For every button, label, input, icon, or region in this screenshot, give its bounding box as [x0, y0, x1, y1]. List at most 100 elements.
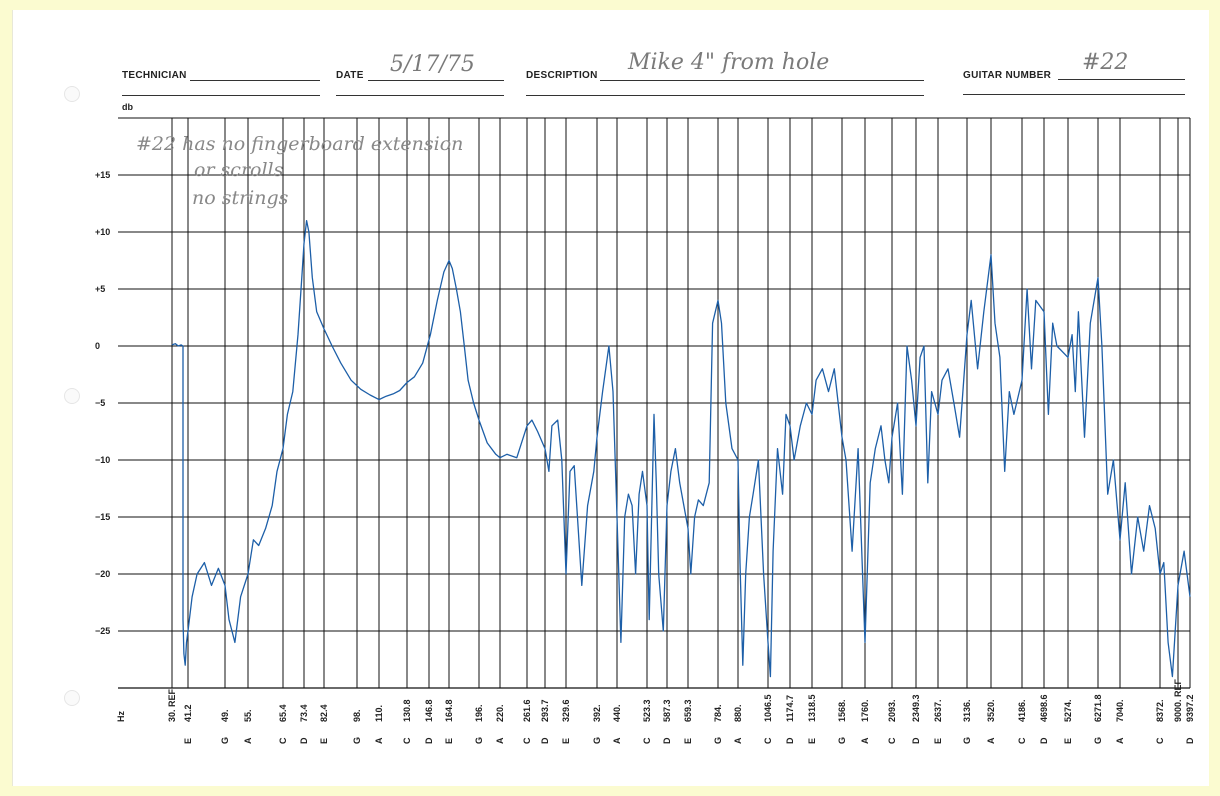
x-tick-label: 55.	[243, 709, 253, 722]
x-tick-label: 1568.	[837, 699, 847, 722]
x-tick-note: E	[1063, 738, 1073, 744]
x-tick-label: 98.	[352, 709, 362, 722]
y-tick-label: −10	[95, 455, 110, 465]
x-tick-note: E	[933, 738, 943, 744]
trace-layer	[171, 219, 1191, 678]
x-tick-label: 9397.2	[1185, 694, 1195, 722]
x-tick-label: 440.	[612, 704, 622, 722]
x-tick-note: G	[592, 737, 602, 744]
y-tick-label: −15	[95, 512, 110, 522]
x-tick-label: 65.4	[278, 704, 288, 722]
x-tick-label: 1318.5	[807, 694, 817, 722]
date-value: 5/17/75	[390, 52, 475, 77]
y-tick-label: +10	[95, 227, 110, 237]
header-rule	[336, 95, 504, 96]
x-tick-note: C	[642, 737, 652, 744]
x-tick-label: 30. REF	[167, 688, 177, 722]
y-tick-label: 0	[95, 341, 100, 351]
x-tick-note: C	[887, 737, 897, 744]
x-tick-note: G	[352, 737, 362, 744]
x-tick-note: C	[763, 737, 773, 744]
header-rule	[526, 95, 924, 96]
x-tick-label: 4186.	[1017, 699, 1027, 722]
y-tick-label: +15	[95, 170, 110, 180]
x-tick-note: G	[713, 737, 723, 744]
x-tick-label: 110.	[374, 705, 384, 722]
x-tick-note: C	[1155, 737, 1165, 744]
y-tick-label: −5	[95, 398, 105, 408]
x-tick-note: E	[444, 738, 454, 744]
x-tick-note: G	[220, 737, 230, 744]
x-tick-note: A	[1115, 737, 1125, 744]
x-tick-label: 82.4	[319, 704, 329, 722]
x-tick-note: A	[860, 737, 870, 744]
x-tick-label: 523.3	[642, 699, 652, 722]
x-tick-note: D	[785, 737, 795, 744]
x-tick-label: 1174.7	[785, 695, 795, 722]
x-tick-label: 164.8	[444, 699, 454, 722]
x-tick-label: 73.4	[299, 704, 309, 722]
header-rule	[963, 94, 1185, 95]
x-tick-label: 8372.	[1155, 699, 1165, 722]
x-tick-note: C	[278, 737, 288, 744]
x-tick-note: G	[837, 737, 847, 744]
x-tick-label: 9000. REF	[1173, 678, 1183, 722]
guitar-number-underline	[1058, 79, 1185, 80]
x-tick-note: G	[1093, 737, 1103, 744]
y-tick-label: +5	[95, 284, 105, 294]
x-tick-label: 41.2	[183, 704, 193, 722]
header-rule	[122, 95, 320, 96]
handwritten-note-line-2: or scrolls	[194, 159, 284, 181]
x-tick-label: 1760.	[860, 699, 870, 722]
x-tick-label: 6271.8	[1093, 694, 1103, 722]
x-tick-label: 392.	[592, 704, 602, 722]
handwritten-note-line-3: no strings	[192, 187, 289, 209]
x-tick-note: G	[474, 737, 484, 744]
x-tick-label: 49.	[220, 709, 230, 722]
x-tick-note: D	[1185, 737, 1195, 744]
x-tick-label: 1046.5	[763, 694, 773, 722]
x-tick-label: 293.7	[540, 699, 550, 722]
guitar-number-label: GUITAR NUMBER	[963, 70, 1052, 81]
x-tick-label: 880.	[733, 704, 743, 722]
x-tick-note: D	[299, 737, 309, 744]
y-axis-label: db	[122, 102, 133, 112]
description-value: Mike 4" from hole	[628, 50, 830, 75]
x-tick-label: 220.	[495, 704, 505, 722]
x-tick-note: C	[522, 737, 532, 744]
x-tick-label: 4698.6	[1039, 694, 1049, 722]
date-underline	[368, 80, 504, 81]
x-tick-note: A	[495, 737, 505, 744]
x-tick-note: C	[1017, 737, 1027, 744]
x-tick-note: E	[561, 738, 571, 744]
x-tick-label: 130.8	[402, 699, 412, 722]
response-trace	[171, 219, 1191, 678]
x-tick-label: 329.6	[561, 699, 571, 722]
grid	[118, 117, 1191, 689]
x-tick-label: 7040.	[1115, 699, 1125, 722]
x-tick-label: 146.8	[424, 699, 434, 722]
x-tick-note: D	[911, 737, 921, 744]
description-label: DESCRIPTION	[526, 70, 598, 81]
x-axis-ticks: 30. REF 41.2 E 49. G 55. A 65.4 C 73.4 D 82.4 E 98. G 1…	[167, 678, 1195, 744]
x-tick-note: A	[243, 737, 253, 744]
date-label: DATE	[336, 70, 364, 81]
x-tick-label: 784.	[713, 704, 723, 722]
x-tick-note: A	[374, 737, 384, 744]
x-tick-label: 2093.	[887, 699, 897, 722]
x-tick-label: 3136.	[962, 699, 972, 722]
x-tick-note: D	[424, 737, 434, 744]
x-tick-label: 587.3	[662, 699, 672, 722]
x-tick-label: 2349.3	[911, 694, 921, 722]
x-tick-label: 659.3	[683, 699, 693, 722]
y-tick-label: −25	[95, 626, 110, 636]
x-tick-note: A	[612, 737, 622, 744]
punch-hole	[64, 388, 80, 404]
x-tick-note: A	[986, 737, 996, 744]
x-tick-label: 3520.	[986, 699, 996, 722]
punch-hole	[64, 86, 80, 102]
technician-label: TECHNICIAN	[122, 70, 187, 81]
handwritten-note-line-1: #22 has no fingerboard extension	[136, 133, 463, 155]
x-tick-note: E	[807, 738, 817, 744]
